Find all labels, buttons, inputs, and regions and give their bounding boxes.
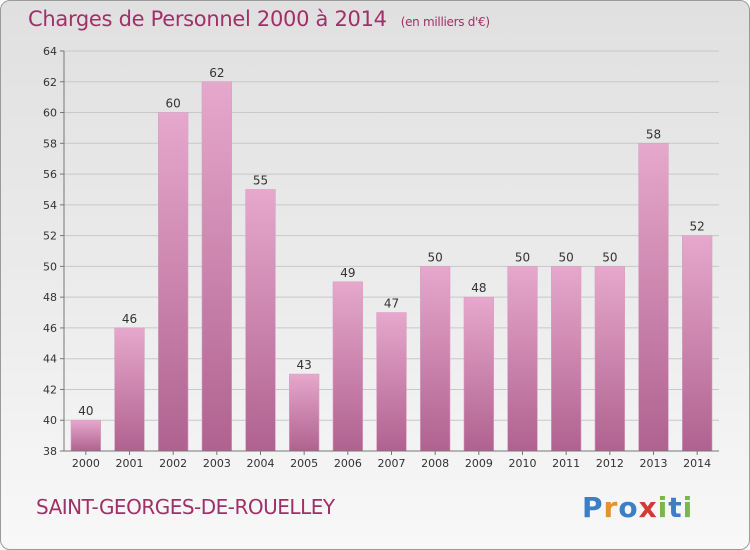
bar-value-label: 48 — [471, 281, 486, 295]
x-tick-label: 2011 — [552, 457, 580, 470]
y-tick-label: 52 — [43, 230, 57, 243]
x-tick-label: 2014 — [683, 457, 711, 470]
x-axis: 2000 2001 2002 2003 2004 2005 2006 2007 2008 2009… — [64, 450, 719, 470]
y-tick-label: 58 — [43, 137, 57, 150]
bar-value-label: 50 — [515, 250, 530, 264]
title-text: Charges de Personnel 2000 à 2014 — [28, 7, 387, 31]
bars: 40 46 60 62 55 43 49 47 50 48 50 50 50 58 52 — [70, 66, 713, 452]
logo-letter: i — [657, 491, 669, 524]
proxiti-logo[interactable]: Proxiti — [582, 491, 693, 524]
bar-2000 — [70, 419, 101, 452]
x-tick-label: 2013 — [640, 457, 668, 470]
bar-2004 — [245, 189, 276, 452]
chart-title: Charges de Personnel 2000 à 2014 (en mill… — [28, 7, 490, 31]
logo-letter: P — [582, 491, 604, 524]
logo-letter: t — [668, 491, 683, 524]
bar-value-label: 55 — [253, 173, 268, 187]
bar-value-label: 46 — [122, 312, 137, 326]
logo-letter: i — [682, 491, 694, 524]
bar-value-label: 60 — [166, 97, 181, 111]
bar-value-label: 52 — [690, 220, 705, 234]
y-tick-label: 42 — [43, 383, 57, 396]
y-tick-label: 40 — [43, 414, 57, 427]
bar-2012 — [594, 266, 625, 452]
bar-value-label: 50 — [428, 250, 443, 264]
x-tick-label: 2004 — [247, 457, 275, 470]
x-tick-label: 2012 — [596, 457, 624, 470]
bar-2006 — [332, 281, 363, 452]
bar-2014 — [682, 235, 713, 452]
bar-value-label: 58 — [646, 127, 661, 141]
y-tick-label: 46 — [43, 322, 57, 335]
bar-2001 — [114, 327, 145, 452]
bar-2011 — [551, 266, 582, 452]
x-tick-label: 2000 — [72, 457, 100, 470]
y-tick-label: 50 — [43, 260, 57, 273]
bar-2002 — [158, 112, 189, 452]
bar-2008 — [420, 266, 451, 452]
x-tick-label: 2010 — [509, 457, 537, 470]
x-tick-label: 2006 — [334, 457, 362, 470]
logo-letter: r — [603, 491, 619, 524]
bar-2009 — [463, 296, 494, 452]
bar-2003 — [201, 81, 232, 452]
y-tick-label: 44 — [43, 353, 57, 366]
x-tick-label: 2001 — [116, 457, 144, 470]
x-tick-label: 2003 — [203, 457, 231, 470]
y-tick-label: 56 — [43, 168, 57, 181]
bar-value-label: 50 — [602, 250, 617, 264]
y-tick-label: 48 — [43, 291, 57, 304]
y-tick-label: 54 — [43, 199, 57, 212]
bar-2007 — [376, 312, 407, 452]
bar-value-label: 40 — [78, 404, 93, 418]
bar-2005 — [289, 373, 320, 452]
logo-letter: x — [638, 491, 658, 524]
bar-2010 — [507, 266, 538, 452]
bar-value-label: 62 — [209, 66, 224, 80]
y-tick-label: 38 — [43, 445, 57, 458]
x-tick-label: 2007 — [378, 457, 406, 470]
unit-note: (en milliers d'€) — [400, 15, 490, 29]
bar-value-label: 49 — [340, 266, 355, 280]
logo-letter: o — [618, 491, 639, 524]
y-tick-label: 60 — [43, 107, 57, 120]
bar-2013 — [638, 143, 669, 452]
y-tick-label: 62 — [43, 76, 57, 89]
commune-name: SAINT-GEORGES-DE-ROUELLEY — [36, 495, 335, 519]
x-tick-label: 2002 — [159, 457, 187, 470]
x-tick-label: 2009 — [465, 457, 493, 470]
x-tick-label: 2008 — [421, 457, 449, 470]
x-tick-label: 2005 — [290, 457, 318, 470]
bar-value-label: 47 — [384, 297, 399, 311]
bar-value-label: 50 — [559, 250, 574, 264]
y-tick-label: 64 — [43, 45, 57, 58]
bar-value-label: 43 — [297, 358, 312, 372]
y-axis: 38 40 42 44 46 48 50 52 54 56 58 60 62 64 — [43, 45, 65, 458]
